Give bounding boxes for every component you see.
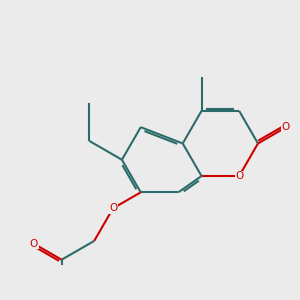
Text: O: O <box>30 239 38 249</box>
Text: O: O <box>109 203 117 213</box>
Text: O: O <box>235 171 243 181</box>
Text: O: O <box>281 122 290 133</box>
